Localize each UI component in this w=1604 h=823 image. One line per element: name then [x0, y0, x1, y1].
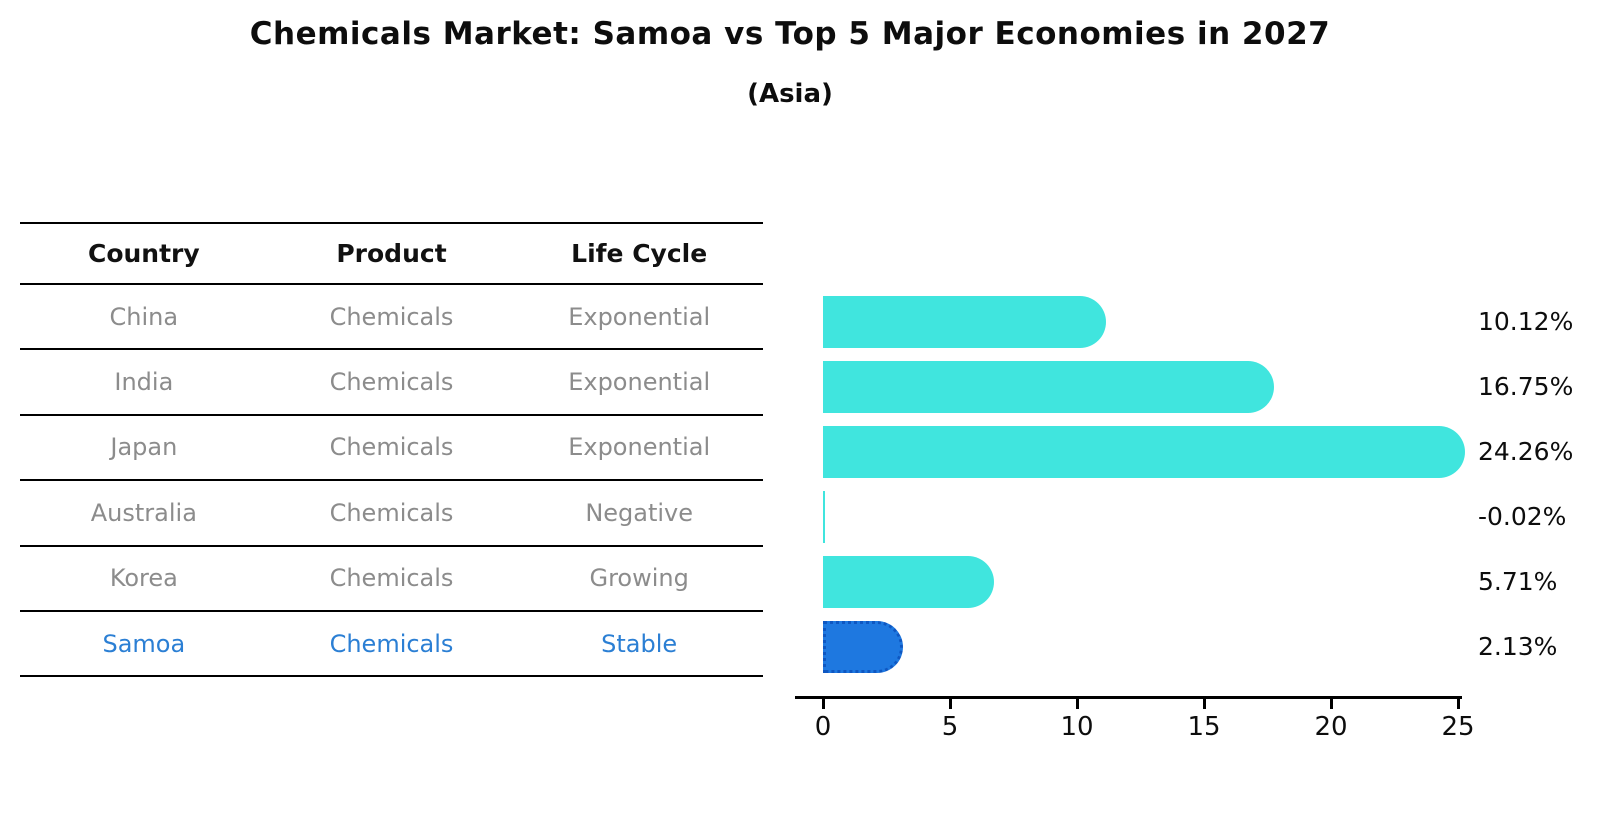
value-label-korea: 5.71%	[1478, 567, 1558, 596]
table-row-china: China Chemicals Exponential	[20, 285, 763, 351]
x-axis-tick-label: 15	[1187, 712, 1221, 742]
column-header-product: Product	[336, 239, 447, 268]
value-label-australia: -0.02%	[1478, 502, 1567, 531]
bar-samoa	[823, 621, 904, 673]
value-label-samoa: 2.13%	[1478, 632, 1558, 661]
x-axis-line	[795, 696, 1462, 699]
x-axis-tick-label: 0	[814, 712, 832, 742]
table-header-row: Country Product Life Cycle	[20, 224, 763, 285]
x-axis-tick	[948, 699, 952, 709]
bar-china	[823, 296, 1107, 348]
table-body: China Chemicals Exponential India Chemicals E…	[20, 285, 763, 678]
table-row-australia: Australia Chemicals Negative	[20, 481, 763, 547]
table-row-india: India Chemicals Exponential	[20, 350, 763, 416]
table-cell-life-cycle: Exponential	[568, 302, 711, 331]
table-cell-product: Chemicals	[329, 433, 454, 462]
bar-japan	[823, 426, 1466, 478]
table-cell-life-cycle: Growing	[589, 564, 689, 593]
column-header-life-cycle: Life Cycle	[571, 239, 708, 268]
bar-australia	[823, 491, 825, 543]
x-axis-tick	[1075, 699, 1079, 709]
chart-title: Chemicals Market: Samoa vs Top 5 Major E…	[249, 16, 1331, 52]
table-cell-product: Chemicals	[329, 564, 454, 593]
chart-subtitle: (Asia)	[747, 79, 833, 109]
table-cell-country: India	[114, 368, 174, 397]
country-table: Country Product Life Cycle China Chemical…	[20, 222, 763, 678]
value-label-japan: 24.26%	[1478, 437, 1574, 466]
x-axis-tick	[1202, 699, 1206, 709]
table-cell-life-cycle: Exponential	[568, 368, 711, 397]
column-header-country: Country	[87, 239, 200, 268]
bar-korea	[823, 556, 995, 608]
x-axis-tick	[821, 699, 825, 709]
table-row-samoa: Samoa Chemicals Stable	[20, 612, 763, 678]
table-cell-life-cycle: Negative	[585, 498, 694, 527]
table-cell-product: Chemicals	[329, 368, 454, 397]
table-cell-product: Chemicals	[329, 302, 454, 331]
table-cell-country: China	[109, 302, 179, 331]
table-cell-life-cycle: Exponential	[568, 433, 711, 462]
table-cell-product: Chemicals	[329, 629, 454, 658]
table-row-japan: Japan Chemicals Exponential	[20, 416, 763, 482]
bar-india	[823, 361, 1275, 413]
table-cell-country: Korea	[109, 564, 178, 593]
x-axis-tick	[1456, 699, 1460, 709]
x-axis-tick-label: 5	[941, 712, 959, 742]
table-cell-life-cycle: Stable	[601, 629, 678, 658]
value-label-india: 16.75%	[1478, 372, 1574, 401]
table-cell-country: Australia	[90, 498, 197, 527]
table-cell-product: Chemicals	[329, 498, 454, 527]
x-axis-tick-label: 20	[1314, 712, 1348, 742]
table-cell-country: Samoa	[102, 629, 186, 658]
table-cell-country: Japan	[110, 433, 178, 462]
x-axis-tick-label: 25	[1441, 712, 1475, 742]
value-label-china: 10.12%	[1478, 307, 1574, 336]
table-row-korea: Korea Chemicals Growing	[20, 547, 763, 612]
x-axis-tick	[1329, 699, 1333, 709]
x-axis-tick-label: 10	[1060, 712, 1094, 742]
